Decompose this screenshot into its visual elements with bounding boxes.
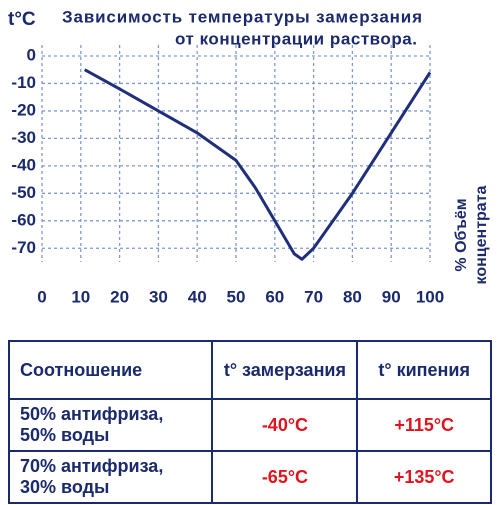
data-line bbox=[83, 68, 432, 261]
y-axis-label: t°C bbox=[8, 9, 36, 30]
table-cell: -40°C bbox=[211, 398, 359, 452]
x-tick-label: 70 bbox=[304, 287, 323, 306]
data-table: Соотношение t° замерзания t° кипения 50% ан… bbox=[7, 340, 492, 504]
table-cell: 70% антифриза, 30% воды bbox=[7, 450, 214, 504]
x-tick-label: 60 bbox=[265, 287, 284, 306]
y-tick-label: -60 bbox=[11, 210, 36, 229]
x-tick-label: 20 bbox=[110, 287, 129, 306]
table-cell: 50% антифриза, 50% воды bbox=[7, 398, 214, 452]
chart: t°C Зависимость температуры замерзания о… bbox=[8, 7, 490, 306]
table-row: 70% антифриза, 30% воды -65°C +135°C bbox=[7, 450, 492, 504]
y-tick-label: -30 bbox=[11, 128, 36, 147]
header-cell: t° кипения bbox=[356, 340, 492, 400]
y-tick-label: -20 bbox=[11, 100, 36, 119]
x-tick-label: 80 bbox=[343, 287, 362, 306]
x-tick-label: 50 bbox=[227, 287, 246, 306]
chart-title: Зависимость температуры замерзания bbox=[62, 7, 422, 26]
y-tick-label: -10 bbox=[11, 73, 36, 92]
x-tick-label: 100 bbox=[416, 287, 444, 306]
table-row: 50% антифриза, 50% воды -40°C +115°C bbox=[7, 398, 492, 452]
y-tick-label: -70 bbox=[11, 238, 36, 257]
x-tick-label: 0 bbox=[37, 287, 46, 306]
x-tick-label: 30 bbox=[149, 287, 168, 306]
header-cell: t° замерзания bbox=[211, 340, 359, 400]
x-axis-label: концентрата bbox=[473, 185, 490, 284]
header-cell: Соотношение bbox=[7, 340, 214, 400]
y-tick-label: -50 bbox=[11, 183, 36, 202]
table-cell: -65°C bbox=[211, 450, 359, 504]
table-cell: +115°C bbox=[356, 398, 492, 452]
x-tick-label: 40 bbox=[188, 287, 207, 306]
table-row: Соотношение t° замерзания t° кипения bbox=[7, 340, 492, 400]
x-tick-label: 10 bbox=[71, 287, 90, 306]
x-tick-label: 90 bbox=[382, 287, 401, 306]
y-tick-label: 0 bbox=[27, 45, 36, 64]
table-cell: +135°C bbox=[356, 450, 492, 504]
y-tick-label: -40 bbox=[11, 155, 36, 174]
x-axis-label: % Объём bbox=[453, 198, 470, 271]
chart-title: от концентрации раствора. bbox=[175, 29, 417, 48]
